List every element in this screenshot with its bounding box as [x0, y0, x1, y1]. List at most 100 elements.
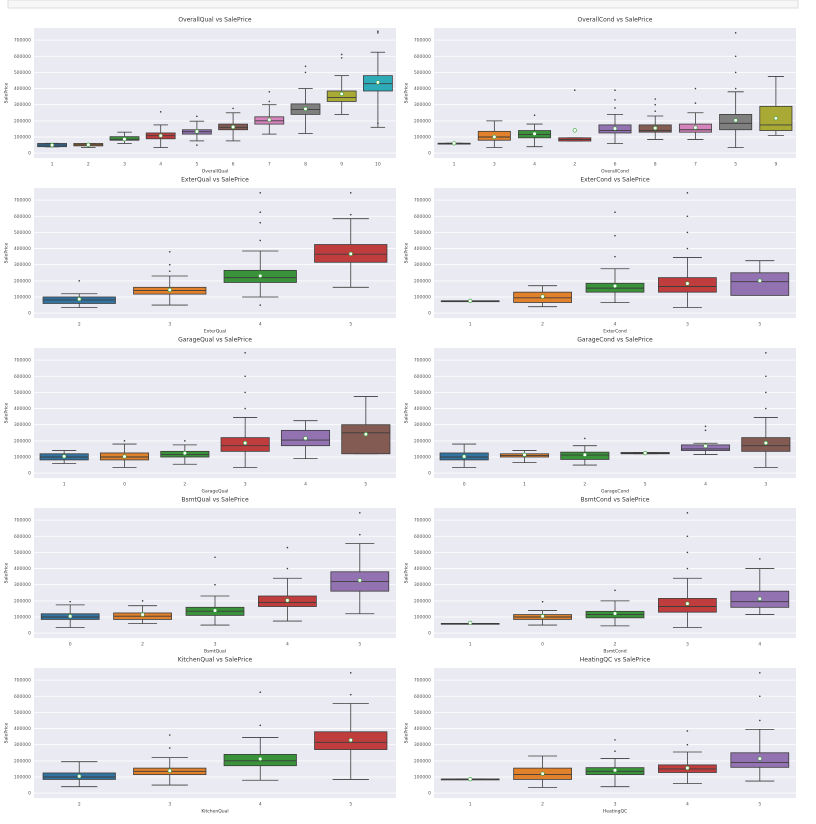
flier	[159, 111, 162, 113]
y-tick-label: 600000	[14, 54, 31, 60]
x-tick-label: 5	[349, 802, 352, 808]
flier	[304, 71, 307, 74]
x-tick-label: 1	[469, 322, 472, 328]
y-tick-label: 700000	[14, 518, 31, 524]
x-tick-label: 2	[141, 642, 144, 648]
x-tick-label: 9	[774, 162, 777, 168]
x-tick-label: 5	[758, 322, 761, 328]
chart-title: OverallQual vs SalePrice	[178, 17, 252, 24]
mean-marker	[685, 281, 690, 286]
flier	[168, 734, 171, 736]
y-tick-label: 300000	[14, 102, 31, 108]
mean-marker	[158, 133, 163, 138]
flier	[541, 600, 544, 603]
y-tick-label: 300000	[414, 422, 431, 428]
flier	[304, 65, 307, 68]
flier	[184, 440, 186, 442]
x-tick-label: 3	[764, 482, 767, 488]
x-axis-label: HeatingQC	[603, 809, 627, 815]
x-tick-label: 4	[259, 322, 262, 328]
x-tick-label: 0	[463, 482, 466, 488]
x-axis-label: OverallCond	[601, 169, 629, 175]
y-tick-label: 500000	[414, 230, 431, 236]
x-axis-label: GarageCond	[601, 489, 629, 495]
y-tick-label: 200000	[414, 438, 431, 444]
y-tick-label: 0	[28, 471, 31, 477]
mean-marker	[303, 106, 308, 112]
flier	[168, 263, 171, 266]
y-tick-label: 100000	[14, 135, 31, 141]
y-axis-label: SalePrice	[404, 722, 410, 743]
y-tick-label: 400000	[414, 566, 431, 572]
x-tick-label: 7	[268, 162, 271, 168]
mean-marker	[763, 440, 768, 446]
flier	[349, 672, 352, 674]
mean-marker	[77, 774, 82, 779]
x-tick-label: 1	[51, 162, 54, 168]
mean-marker	[303, 436, 308, 441]
mean-marker	[468, 620, 473, 625]
chart-title: HeatingQC vs SalePrice	[580, 657, 651, 664]
y-tick-label: 700000	[414, 518, 431, 524]
y-tick-label: 600000	[414, 374, 431, 380]
y-tick-label: 200000	[14, 118, 31, 124]
flier	[694, 102, 697, 104]
y-tick-label: 400000	[14, 246, 31, 252]
flier	[614, 107, 616, 109]
x-axis-label: ExterQual	[204, 329, 226, 335]
y-tick-label: 500000	[14, 390, 31, 396]
flier	[686, 512, 689, 514]
flier	[734, 55, 737, 58]
mean-marker	[122, 454, 127, 459]
mean-marker	[468, 777, 473, 782]
mean-marker	[733, 118, 738, 123]
x-tick-label: 2	[573, 162, 576, 168]
x-tick-label: 9	[340, 162, 343, 168]
flier	[614, 739, 616, 741]
mean-marker	[231, 124, 236, 130]
flier	[614, 234, 616, 237]
y-tick-label: 500000	[414, 390, 431, 396]
flier	[759, 672, 761, 674]
flier	[573, 89, 576, 91]
mean-marker	[757, 278, 762, 283]
mean-marker	[68, 614, 73, 619]
x-tick-label: 4	[758, 642, 761, 648]
y-tick-label: 400000	[414, 726, 431, 732]
top-bar	[7, 0, 799, 9]
x-tick-label: 3	[614, 802, 617, 808]
y-tick-label: 500000	[14, 230, 31, 236]
mean-marker	[693, 125, 698, 130]
flier	[340, 57, 343, 59]
x-tick-label: 2	[541, 322, 544, 328]
y-tick-label: 100000	[14, 615, 31, 621]
flier	[704, 425, 707, 428]
y-tick-label: 500000	[414, 70, 431, 76]
mean-marker	[522, 452, 527, 457]
y-tick-label: 100000	[414, 615, 431, 621]
flier	[168, 747, 171, 749]
flier	[259, 221, 262, 224]
mean-marker	[612, 611, 618, 616]
y-tick-label: 300000	[14, 582, 31, 588]
y-axis-label: SalePrice	[404, 562, 410, 583]
y-tick-label: 300000	[414, 102, 431, 108]
flier	[765, 407, 767, 410]
flier	[69, 600, 71, 603]
x-tick-label: 4	[304, 482, 307, 488]
flier	[686, 247, 689, 250]
y-tick-label: 600000	[414, 694, 431, 700]
mean-marker	[572, 128, 577, 133]
mean-marker	[612, 283, 618, 289]
y-axis-label: SalePrice	[4, 402, 10, 423]
flier	[614, 211, 616, 214]
flier	[686, 730, 689, 732]
y-tick-label: 100000	[14, 295, 31, 301]
y-tick-label: 300000	[414, 742, 431, 748]
chart-title: BsmtQual vs SalePrice	[181, 497, 249, 504]
chart-title: GarageQual vs SalePrice	[178, 337, 252, 344]
mean-marker	[612, 126, 618, 131]
x-tick-label: 4	[686, 802, 689, 808]
mean-marker	[348, 738, 353, 743]
flier	[196, 144, 198, 146]
